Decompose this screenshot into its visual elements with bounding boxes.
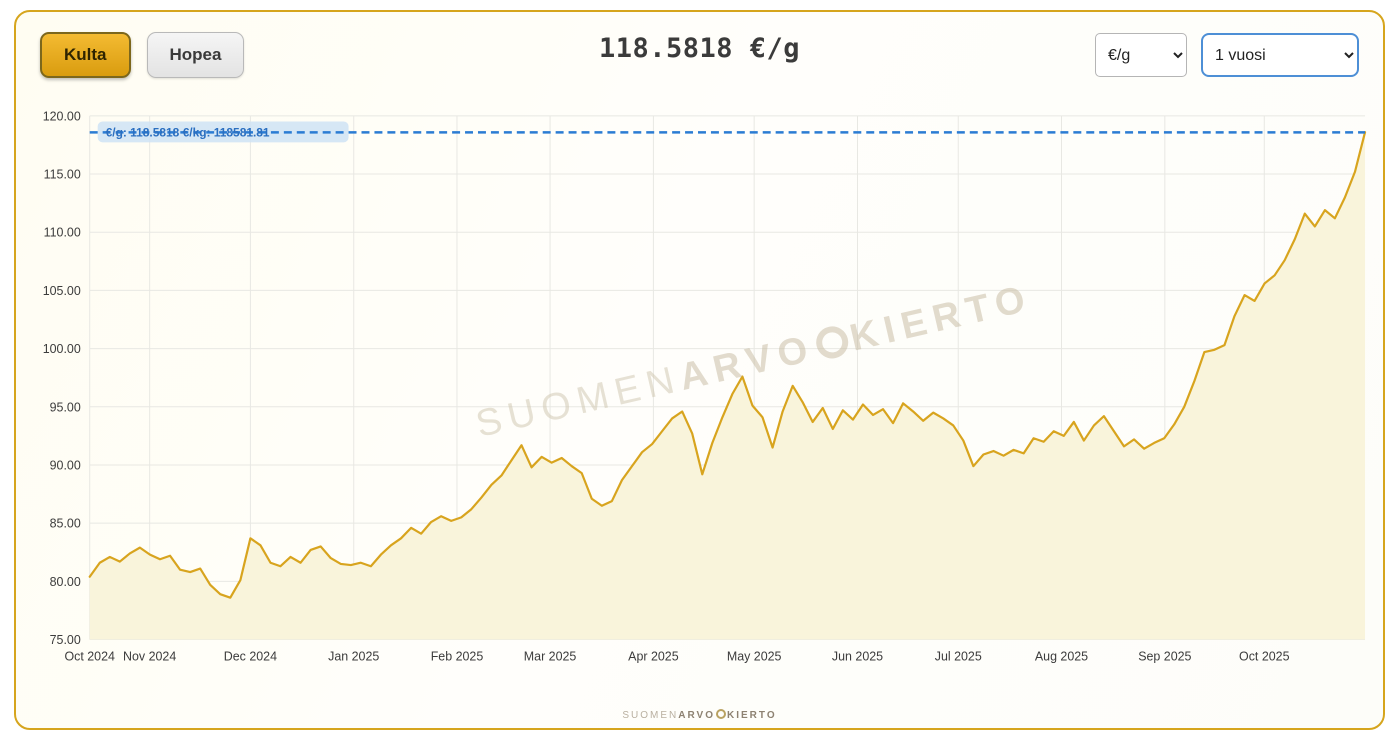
footer-logo: SUOMENARVO KIERTO bbox=[16, 709, 1383, 721]
x-tick-label: Mar 2025 bbox=[524, 649, 577, 663]
tab-kulta[interactable]: Kulta bbox=[40, 32, 131, 78]
chart-area: 75.00 80.00 85.00 90.00 95.00 100.00 105.00 110… bbox=[16, 88, 1383, 683]
x-tick-label: Oct 2025 bbox=[1239, 649, 1290, 663]
y-tick-label: 110.00 bbox=[44, 226, 81, 240]
widget-header: Kulta Hopea 118.5818 €/g €/g 1 vuosi bbox=[16, 12, 1383, 88]
x-tick-label: Jan 2025 bbox=[328, 649, 379, 663]
x-tick-label: Jun 2025 bbox=[832, 649, 883, 663]
tab-hopea[interactable]: Hopea bbox=[146, 32, 245, 78]
footer-logo-kierto: KIERTO bbox=[727, 710, 777, 721]
unit-select[interactable]: €/g bbox=[1095, 33, 1187, 77]
y-tick-label: 95.00 bbox=[50, 400, 81, 414]
price-chart[interactable]: 75.00 80.00 85.00 90.00 95.00 100.00 105.00 110… bbox=[24, 90, 1375, 683]
y-tick-label: 105.00 bbox=[43, 284, 81, 298]
footer-logo-prefix: SUOMEN bbox=[622, 710, 679, 721]
range-select[interactable]: 1 vuosi bbox=[1201, 33, 1359, 77]
price-area-fill bbox=[89, 132, 1366, 640]
y-tick-label: 80.00 bbox=[50, 575, 81, 589]
current-price: 118.5818 €/g bbox=[598, 32, 801, 64]
y-tick-label: 100.00 bbox=[43, 342, 81, 356]
x-tick-label: Apr 2025 bbox=[628, 649, 679, 663]
y-tick-label: 90.00 bbox=[50, 459, 81, 473]
chart-controls: €/g 1 vuosi bbox=[1095, 33, 1359, 77]
x-tick-label: May 2025 bbox=[727, 649, 782, 663]
x-tick-label: Nov 2024 bbox=[123, 649, 176, 663]
x-tick-label: Feb 2025 bbox=[431, 649, 484, 663]
y-tick-label: 85.00 bbox=[50, 517, 81, 531]
footer-logo-arvo: ARVO bbox=[678, 710, 715, 721]
y-tick-label: 75.00 bbox=[50, 633, 81, 647]
x-tick-label: Oct 2024 bbox=[64, 649, 115, 663]
x-tick-label: Jul 2025 bbox=[935, 649, 982, 663]
y-tick-label: 115.00 bbox=[44, 168, 81, 182]
x-tick-label: Aug 2025 bbox=[1035, 649, 1088, 663]
price-line bbox=[88, 131, 1367, 599]
x-tick-label: Dec 2024 bbox=[224, 649, 277, 663]
gold-price-widget: Kulta Hopea 118.5818 €/g €/g 1 vuosi 75.… bbox=[14, 10, 1385, 730]
ring-icon-small bbox=[716, 709, 726, 719]
x-tick-label: Sep 2025 bbox=[1138, 649, 1191, 663]
reference-label-text: €/g: 118.5818 €/kg: 118581.81 bbox=[106, 125, 270, 139]
y-tick-label: 120.00 bbox=[43, 109, 81, 123]
metal-tabs: Kulta Hopea bbox=[40, 32, 245, 78]
